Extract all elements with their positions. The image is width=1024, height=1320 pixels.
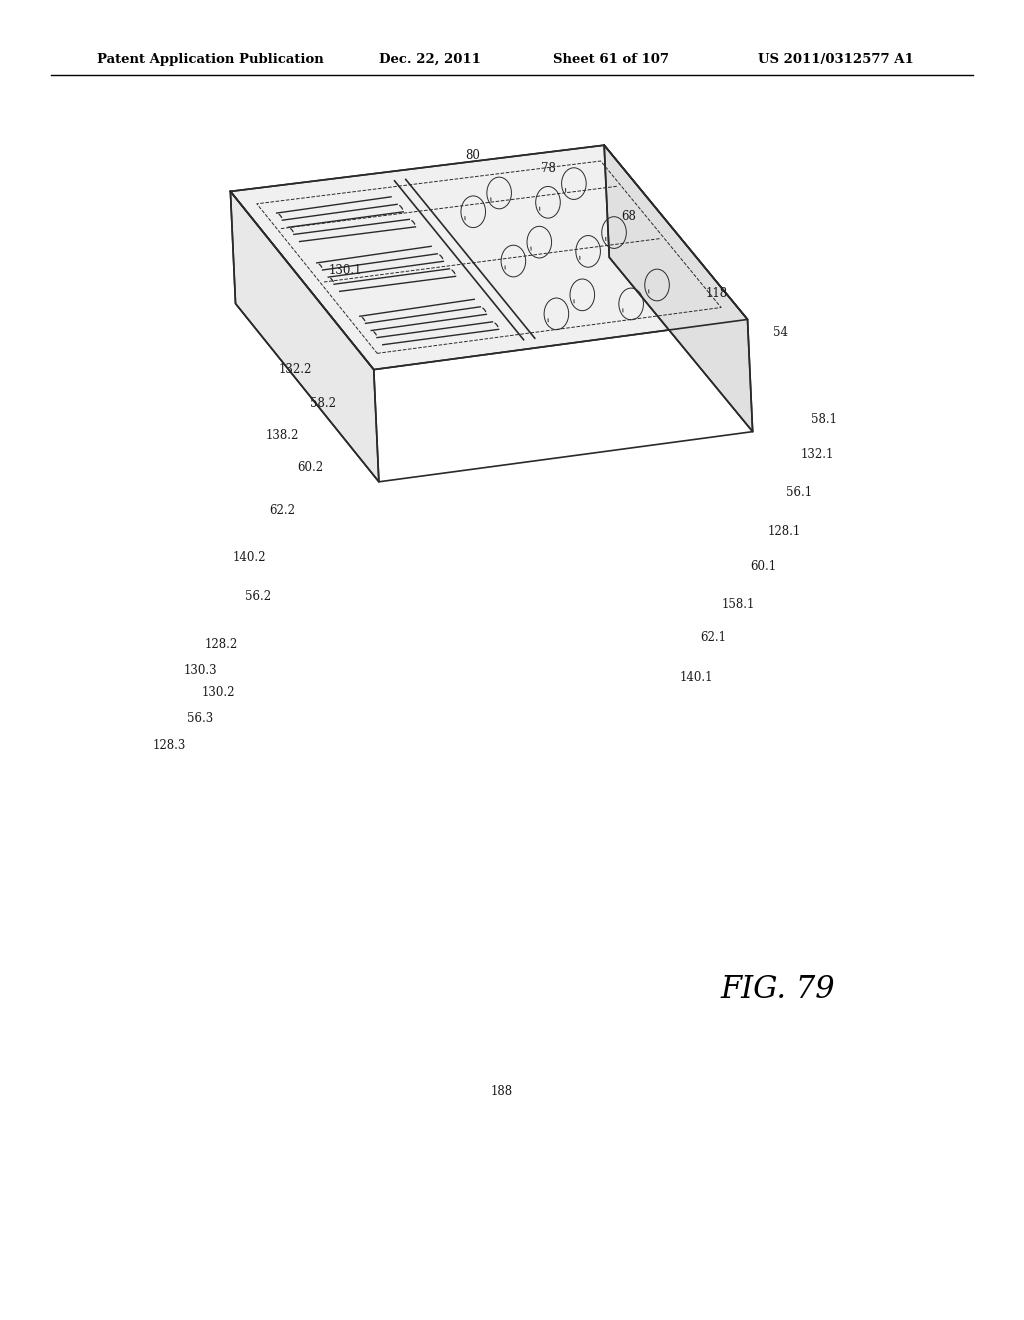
Polygon shape xyxy=(230,145,748,370)
Text: 54: 54 xyxy=(773,326,788,339)
Text: 188: 188 xyxy=(490,1085,513,1098)
Text: 80: 80 xyxy=(466,149,480,162)
Text: 130.2: 130.2 xyxy=(202,686,236,700)
Text: 128.2: 128.2 xyxy=(205,638,238,651)
Text: 138.2: 138.2 xyxy=(265,429,299,442)
Text: 132.1: 132.1 xyxy=(801,447,835,461)
Text: 130.1: 130.1 xyxy=(329,264,362,277)
Text: 56.1: 56.1 xyxy=(786,486,813,499)
Text: 68: 68 xyxy=(622,210,636,223)
Text: 56.3: 56.3 xyxy=(186,711,213,725)
Text: 158.1: 158.1 xyxy=(722,598,756,611)
Text: 130.3: 130.3 xyxy=(183,664,217,677)
Text: 140.1: 140.1 xyxy=(680,671,714,684)
Text: 60.2: 60.2 xyxy=(297,461,324,474)
Polygon shape xyxy=(230,191,379,482)
Text: 60.1: 60.1 xyxy=(751,560,777,573)
Text: Sheet 61 of 107: Sheet 61 of 107 xyxy=(553,53,669,66)
Text: 58.1: 58.1 xyxy=(811,413,837,426)
Text: 140.2: 140.2 xyxy=(232,550,266,564)
Text: US 2011/0312577 A1: US 2011/0312577 A1 xyxy=(758,53,913,66)
Text: Dec. 22, 2011: Dec. 22, 2011 xyxy=(379,53,480,66)
Text: Patent Application Publication: Patent Application Publication xyxy=(97,53,324,66)
Text: 132.2: 132.2 xyxy=(279,363,312,376)
Polygon shape xyxy=(604,145,753,432)
Text: 58.2: 58.2 xyxy=(310,397,336,411)
Text: FIG. 79: FIG. 79 xyxy=(721,974,836,1006)
Text: 62.1: 62.1 xyxy=(700,631,726,644)
Text: 128.3: 128.3 xyxy=(153,739,186,752)
Text: 118: 118 xyxy=(706,286,728,300)
Text: 78: 78 xyxy=(542,162,556,176)
Text: 56.2: 56.2 xyxy=(245,590,271,603)
Text: 128.1: 128.1 xyxy=(768,525,801,539)
Text: 62.2: 62.2 xyxy=(269,504,295,517)
